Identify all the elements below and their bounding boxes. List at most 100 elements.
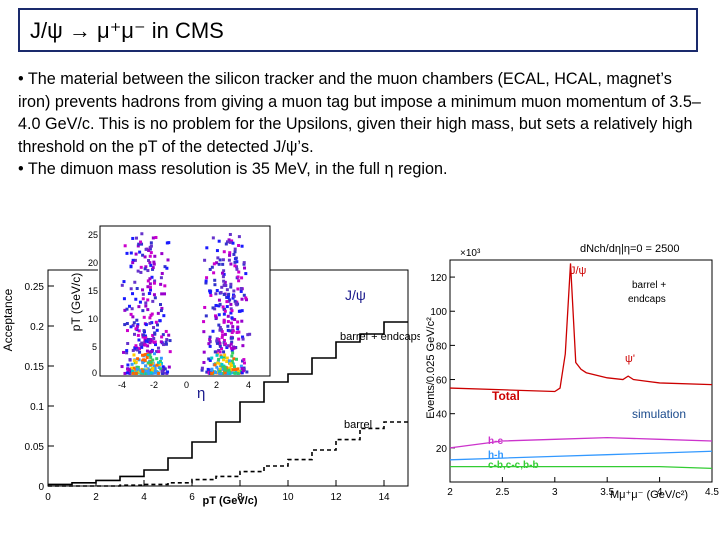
inset-point — [211, 236, 215, 240]
inset-point — [224, 242, 228, 246]
inset-point — [214, 314, 218, 318]
inset-point — [165, 371, 169, 375]
inset-point — [245, 370, 249, 374]
inset-point — [233, 317, 237, 321]
inset-point — [229, 342, 233, 346]
inset-point — [239, 287, 243, 291]
svg-text:25: 25 — [88, 230, 98, 240]
acceptance-xtick-label: 8 — [237, 492, 243, 503]
inset-point — [240, 367, 244, 371]
inset-point — [209, 293, 213, 297]
inset-point — [159, 361, 163, 365]
inset-point — [211, 306, 215, 310]
acceptance-ytick-label: 0.25 — [25, 282, 45, 293]
inset-point — [214, 292, 218, 296]
inset-point — [215, 337, 219, 341]
inset-point — [233, 346, 237, 350]
inset-point — [229, 321, 233, 325]
inset-point — [149, 288, 153, 292]
inset-point — [129, 287, 133, 291]
mass-endcaps-annotation: endcaps — [628, 294, 666, 305]
inset-point — [232, 357, 236, 361]
inset-point — [150, 321, 154, 325]
inset-point — [157, 366, 161, 370]
inset-point — [163, 265, 167, 269]
inset-point — [160, 271, 164, 275]
hh-label: h-h — [488, 450, 504, 461]
inset-point — [134, 327, 138, 331]
inset-point — [139, 270, 143, 274]
inset-point — [226, 328, 230, 332]
inset-point — [218, 302, 222, 306]
inset-point — [228, 366, 232, 370]
inset-point — [241, 344, 245, 348]
inset-point — [218, 362, 222, 366]
inset-point — [141, 335, 145, 339]
inset-point — [231, 325, 235, 329]
inset-point — [217, 304, 221, 308]
inset-point — [154, 343, 158, 347]
inset-point — [144, 323, 148, 327]
cb-curve — [450, 465, 713, 469]
inset-point — [225, 356, 229, 360]
inset-point — [153, 371, 157, 375]
inset-point — [140, 353, 144, 357]
psiprime-label: ψ' — [625, 353, 635, 365]
inset-point — [148, 353, 152, 357]
acceptance-xtick-label: 6 — [189, 492, 195, 503]
inset-point — [146, 344, 150, 348]
inset-point — [230, 316, 234, 320]
inset-point — [236, 371, 240, 375]
inset-point — [146, 353, 150, 357]
inset-point — [160, 369, 164, 373]
slide-title: J/ψ → μ⁺μ⁻ in CMS — [30, 18, 224, 43]
inset-point — [146, 279, 150, 283]
inset-point — [218, 350, 222, 354]
acceptance-ytick-label: 0.05 — [25, 442, 45, 453]
inset-point — [200, 366, 204, 370]
inset-point — [235, 265, 239, 269]
inset-frame — [99, 225, 271, 377]
inset-point — [163, 292, 167, 296]
hh-curve — [449, 450, 713, 461]
inset-point — [220, 330, 224, 334]
inset-point — [151, 358, 155, 362]
inset-point — [131, 371, 135, 375]
inset-point — [140, 345, 144, 349]
inset-point — [220, 364, 224, 368]
inset-point — [229, 282, 233, 286]
acceptance-ytick-label: 0.1 — [30, 402, 44, 413]
inset-point — [213, 307, 217, 311]
inset-point — [165, 266, 169, 270]
inset-point — [203, 258, 207, 262]
inset-point — [144, 301, 148, 305]
inset-point — [155, 350, 159, 354]
inset-point — [159, 356, 163, 360]
svg-text:10: 10 — [88, 314, 98, 324]
inset-point — [132, 321, 136, 325]
mass-barrel-endcaps-annotation: barrel + — [632, 280, 666, 291]
inset-point — [138, 300, 142, 304]
inset-point — [141, 361, 145, 365]
inset-point — [243, 266, 247, 270]
inset-point — [236, 287, 240, 291]
inset-point — [229, 262, 233, 266]
inset-point — [232, 252, 236, 256]
mass-ytick-label: 100 — [430, 307, 447, 318]
inset-point — [164, 329, 168, 333]
inset-point — [217, 371, 221, 375]
inset-point — [125, 371, 129, 375]
jpsi-peak-label: J/ψ — [570, 265, 587, 277]
inset-point — [226, 320, 230, 324]
inset-point — [222, 269, 226, 273]
inset-point — [159, 282, 163, 286]
inset-point — [152, 262, 156, 266]
inset-point — [217, 262, 221, 266]
inset-point — [143, 267, 147, 271]
inset-point — [236, 325, 240, 329]
inset-point — [151, 366, 155, 370]
inset-point — [123, 244, 127, 248]
svg-text:20: 20 — [88, 258, 98, 268]
inset-point — [212, 271, 216, 275]
mass-ytick-label: 120 — [430, 273, 447, 284]
